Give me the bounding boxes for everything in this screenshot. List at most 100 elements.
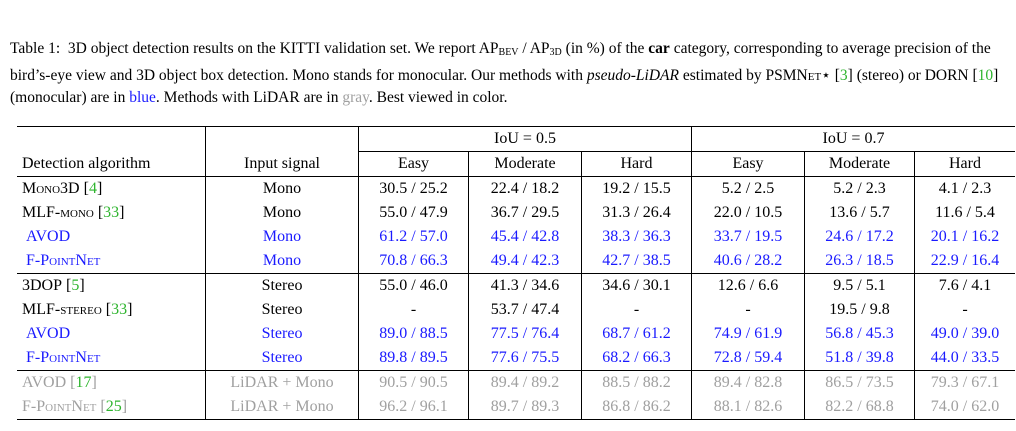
ap-value-cell: 5.2 / 2.3: [804, 176, 915, 201]
ap-value-cell: 9.5 / 5.1: [804, 273, 915, 298]
ap-value-cell: 70.8 / 66.3: [358, 249, 469, 274]
ap-value-cell: 77.6 / 75.5: [468, 346, 582, 371]
ap-value-cell: 49.4 / 42.3: [468, 249, 582, 274]
table-row: F-PointNet [25] LiDAR + Mono 96.2 / 96.1 89…: [17, 395, 1015, 420]
ap-value-cell: 44.0 / 33.5: [914, 346, 1015, 371]
header-hard: Hard: [914, 151, 1015, 177]
caption-text: 3D object detection results on the KITTI…: [67, 40, 499, 57]
ap-value-cell: 4.1 / 2.3: [914, 176, 1015, 201]
method-name-cell: AVOD [17]: [22, 374, 97, 391]
header-iou-05: IoU = 0.5: [358, 126, 692, 152]
caption-text: ] (monocular) are in: [10, 66, 999, 107]
ap-value-cell: 22.9 / 16.4: [914, 249, 1015, 274]
ap-value-cell: 20.1 / 16.2: [914, 225, 1015, 249]
ap-value-cell: 79.3 / 67.1: [914, 370, 1015, 395]
method-name: MLF-stereo: [22, 301, 102, 318]
citation-link[interactable]: 3: [839, 66, 848, 84]
ap-value-cell: 89.4 / 89.2: [468, 370, 582, 395]
caption-psmnet: PSMNet⋆: [765, 66, 831, 84]
citation-link[interactable]: 5: [71, 277, 80, 294]
ap-value-cell: -: [581, 298, 692, 322]
ap-value-cell: 51.8 / 39.8: [804, 346, 915, 371]
method-name-cell: Mono3D [4]: [22, 180, 103, 197]
citation-link[interactable]: 10: [977, 66, 994, 84]
ap-value-cell: 33.7 / 19.5: [691, 225, 805, 249]
ap-value-cell: 40.6 / 28.2: [691, 249, 805, 274]
header-easy: Easy: [358, 151, 469, 177]
ap-value-cell: 89.4 / 82.8: [691, 370, 805, 395]
citation-link[interactable]: 25: [105, 398, 122, 415]
ap-value-cell: 55.0 / 46.0: [358, 273, 469, 298]
ap-value-cell: 96.2 / 96.1: [358, 395, 469, 420]
ap-value-cell: 7.6 / 4.1: [914, 273, 1015, 298]
method-name-cell: 3DOP [5]: [22, 277, 85, 294]
citation-link[interactable]: 4: [88, 180, 97, 197]
header-iou-07: IoU = 0.7: [691, 126, 1015, 152]
input-signal-cell: Mono: [205, 249, 359, 274]
ap-value-cell: 86.8 / 86.2: [581, 395, 692, 420]
method-name: AVOD: [26, 228, 71, 245]
ap-value-cell: 24.6 / 17.2: [804, 225, 915, 249]
table-row: AVOD Mono 61.2 / 57.0 45.4 / 42.8 38.3 / 36.…: [17, 225, 1015, 249]
caption-text: . Methods with LiDAR are in: [155, 89, 343, 106]
input-signal-cell: LiDAR + Mono: [205, 395, 359, 420]
header-hard: Hard: [581, 151, 692, 177]
caption-text: / AP: [518, 40, 550, 57]
caption-text: estimated by: [678, 66, 766, 84]
ap-value-cell: 68.7 / 61.2: [581, 322, 692, 346]
caption-gray-word: gray: [342, 89, 369, 106]
caption-italic-pseudo-lidar: pseudo-LiDAR: [586, 66, 679, 84]
input-signal-cell: Stereo: [205, 346, 359, 371]
caption-blue-word: blue: [129, 89, 156, 106]
citation-link[interactable]: 33: [111, 301, 128, 318]
ap-value-cell: 12.6 / 6.6: [691, 273, 805, 298]
table-body: Mono3D [4] Mono 30.5 / 25.2 22.4 / 18.2 19.2…: [17, 176, 1015, 420]
method-name: AVOD: [26, 325, 71, 342]
input-signal-cell: Mono: [205, 176, 359, 201]
table-row: 3DOP [5] Stereo 55.0 / 46.0 41.3 / 34.6 34.6…: [17, 273, 1015, 298]
table-header-row-group: IoU = 0.5 IoU = 0.7: [17, 126, 1015, 152]
header-detection-algorithm: Detection algorithm: [17, 151, 206, 177]
caption-subscript-bev: BEV: [498, 47, 519, 58]
method-name: MLF-mono: [22, 204, 94, 221]
results-table: IoU = 0.5 IoU = 0.7 Detection algorithm …: [17, 126, 1015, 420]
ap-value-cell: 89.0 / 88.5: [358, 322, 469, 346]
citation-link[interactable]: 33: [103, 204, 120, 221]
ap-value-cell: 19.2 / 15.5: [581, 176, 692, 201]
input-signal-cell: Stereo: [205, 273, 359, 298]
method-name: F-PointNet: [26, 252, 101, 269]
table-row: F-PointNet Stereo 89.8 / 89.5 77.6 / 75.5 68…: [17, 346, 1015, 371]
ap-value-cell: 88.5 / 88.2: [581, 370, 692, 395]
ap-value-cell: 74.0 / 62.0: [914, 395, 1015, 420]
table-row: AVOD Stereo 89.0 / 88.5 77.5 / 76.4 68.7 / 6…: [17, 322, 1015, 346]
table-row: AVOD [17] LiDAR + Mono 90.5 / 90.5 89.4 / 8…: [17, 370, 1015, 395]
input-signal-cell: LiDAR + Mono: [205, 370, 359, 395]
ap-value-cell: 19.5 / 9.8: [804, 298, 915, 322]
ap-value-cell: 86.5 / 73.5: [804, 370, 915, 395]
ap-value-cell: 55.0 / 47.9: [358, 201, 469, 225]
ap-value-cell: 61.2 / 57.0: [358, 225, 469, 249]
input-signal-cell: Mono: [205, 225, 359, 249]
method-name-cell: F-PointNet [25]: [17, 395, 206, 420]
method-name-cell: AVOD: [17, 322, 206, 346]
ap-value-cell: 22.0 / 10.5: [691, 201, 805, 225]
ap-value-cell: 22.4 / 18.2: [468, 176, 582, 201]
ap-value-cell: 74.9 / 61.9: [691, 322, 805, 346]
ap-value-cell: 30.5 / 25.2: [358, 176, 469, 201]
header-empty: [205, 126, 359, 152]
header-empty: [17, 126, 206, 152]
ap-value-cell: 31.3 / 26.4: [581, 201, 692, 225]
ap-value-cell: 5.2 / 2.5: [691, 176, 805, 201]
method-name-cell: AVOD: [17, 225, 206, 249]
citation-link[interactable]: 17: [75, 374, 92, 391]
ap-value-cell: 77.5 / 76.4: [468, 322, 582, 346]
method-name: 3DOP: [22, 277, 63, 294]
header-moderate: Moderate: [468, 151, 582, 177]
input-signal-cell: Mono: [205, 201, 359, 225]
method-name: F-PointNet: [26, 349, 101, 366]
ap-value-cell: 68.2 / 66.3: [581, 346, 692, 371]
input-signal-cell: Stereo: [205, 298, 359, 322]
ap-value-cell: 49.0 / 39.0: [914, 322, 1015, 346]
header-easy: Easy: [691, 151, 805, 177]
ap-value-cell: 36.7 / 29.5: [468, 201, 582, 225]
